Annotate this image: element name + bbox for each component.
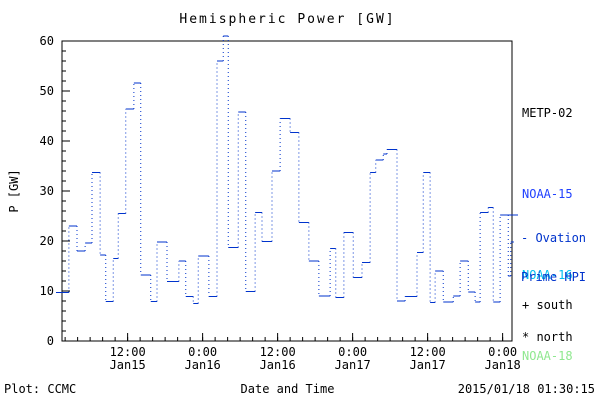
plot-frame xyxy=(61,40,513,342)
south-symbol-legend: + south xyxy=(522,298,573,312)
y-axis-tick-label: 10 xyxy=(40,284,54,298)
x-axis-tick-time-label: 0:00 xyxy=(188,345,217,359)
y-axis-title: P [GW] xyxy=(7,169,21,212)
x-axis-tick-date-label: Jan18 xyxy=(485,358,521,372)
satellite-legend: METP-02 NOAA-15 NOAA-16 NOAA-18 NOAA-19 xyxy=(522,46,573,400)
x-axis-tick-date-label: Jan15 xyxy=(110,358,146,372)
y-axis-tick-label: 30 xyxy=(40,184,54,198)
plot-timestamp: 2015/01/18 01:30:15 xyxy=(457,382,595,396)
x-axis-tick-date-label: Jan16 xyxy=(260,358,296,372)
north-symbol-legend: * north xyxy=(522,330,573,344)
x-axis-tick-time-label: 12:00 xyxy=(260,345,296,359)
x-axis-tick-time-label: 12:00 xyxy=(110,345,146,359)
y-axis-tick-label: 50 xyxy=(40,84,54,98)
y-axis-tick-label: 40 xyxy=(40,134,54,148)
y-axis-tick-label: 20 xyxy=(40,234,54,248)
y-axis-tick-label: 0 xyxy=(47,334,54,348)
legend-item-noaa16: NOAA-16 xyxy=(522,268,573,282)
x-axis-tick-date-label: Jan17 xyxy=(410,358,446,372)
legend-item-noaa18: NOAA-18 xyxy=(522,349,573,363)
x-axis-tick-date-label: Jan16 xyxy=(185,358,221,372)
ovation-legend-line1: - Ovation xyxy=(521,231,587,245)
x-axis-tick-time-label: 0:00 xyxy=(488,345,517,359)
x-axis-title: Date and Time xyxy=(240,382,335,396)
ovation-prime-hpi-legend: - Ovation Prime HPI xyxy=(521,206,586,310)
x-axis-tick-time-label: 0:00 xyxy=(338,345,367,359)
ovation-legend-line2: Prime HPI xyxy=(521,270,587,284)
legend-item-noaa15: NOAA-15 xyxy=(522,187,573,201)
chart-title: Hemispheric Power [GW] xyxy=(179,12,396,27)
legend-item-metp02: METP-02 xyxy=(522,106,573,120)
x-axis-tick-time-label: 12:00 xyxy=(410,345,446,359)
y-axis-tick-label: 60 xyxy=(40,34,54,48)
x-axis-tick-date-label: Jan17 xyxy=(335,358,371,372)
plot-source-label: Plot: CCMC xyxy=(4,382,77,396)
